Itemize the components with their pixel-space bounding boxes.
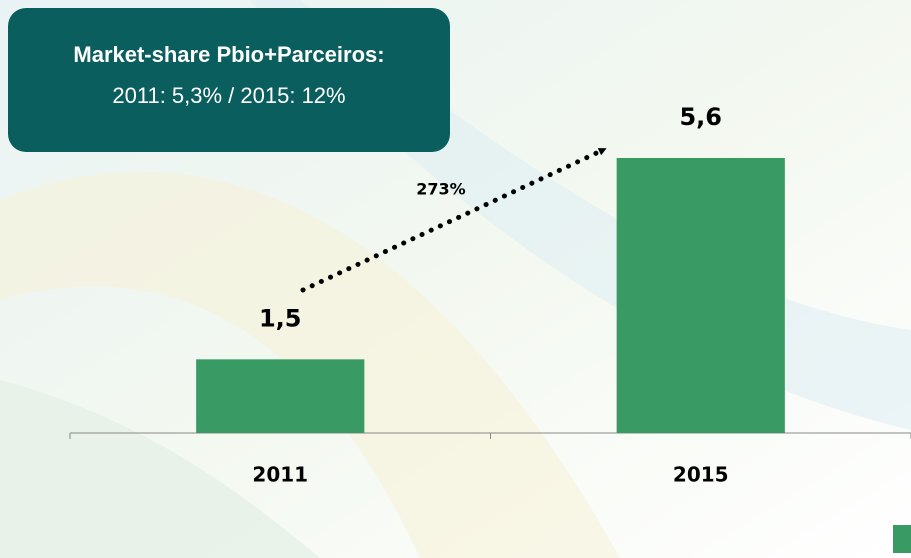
annotation: 273% bbox=[416, 180, 465, 199]
x-tick-label: 2015 bbox=[673, 463, 729, 487]
value-label: 1,5 bbox=[259, 304, 302, 332]
bar bbox=[196, 359, 365, 433]
x-tick-label: 2011 bbox=[252, 463, 308, 487]
swoosh bbox=[0, 380, 320, 558]
callout-subtitle: 2011: 5,3% / 2015: 12% bbox=[112, 83, 345, 108]
bar bbox=[616, 158, 785, 433]
callout-title: Market-share Pbio+Parceiros: bbox=[73, 42, 384, 67]
legend-swatch bbox=[893, 525, 911, 553]
callout-box bbox=[8, 8, 450, 152]
value-label: 5,6 bbox=[679, 103, 722, 131]
